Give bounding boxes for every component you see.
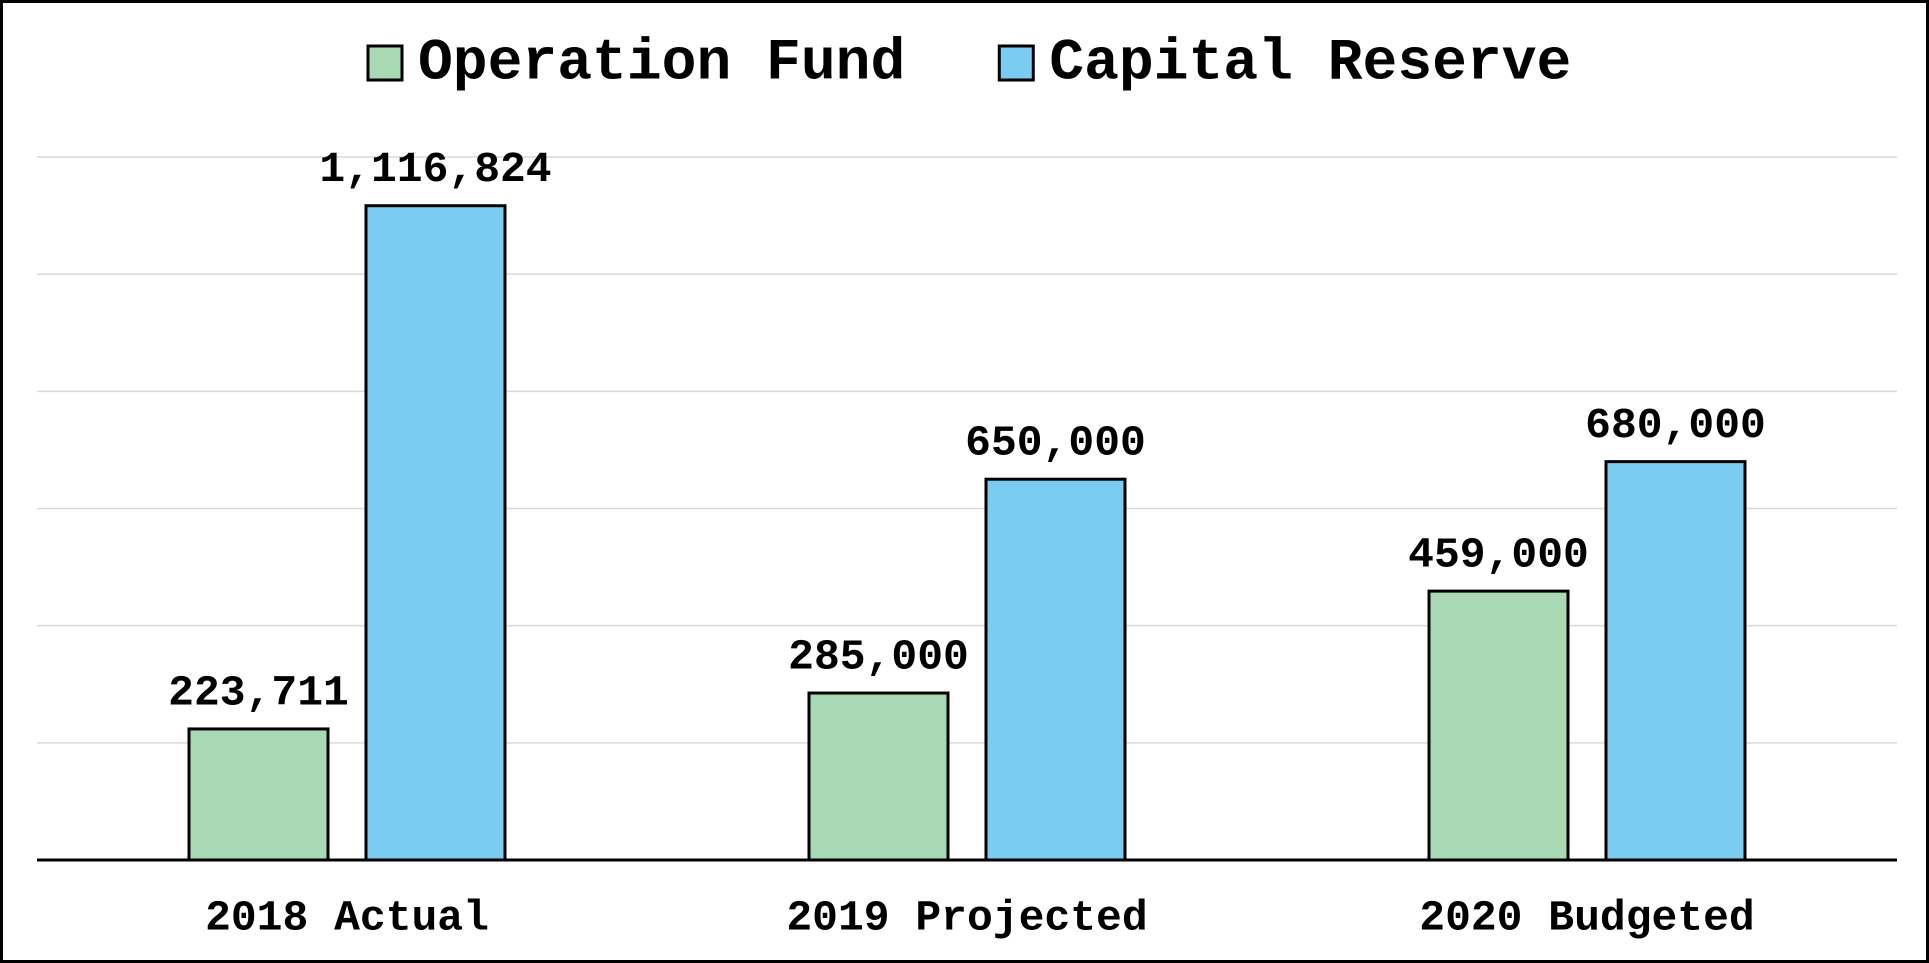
legend-label: Capital Reserve bbox=[1049, 31, 1571, 96]
legend-label: Operation Fund bbox=[418, 31, 905, 96]
x-tick-label: 2020 Budgeted bbox=[1419, 893, 1754, 942]
bar bbox=[364, 204, 507, 862]
bar bbox=[1604, 460, 1747, 862]
data-label: 1,116,824 bbox=[319, 145, 551, 194]
bar bbox=[807, 691, 950, 862]
x-tick-label: 2018 Actual bbox=[205, 893, 489, 942]
legend-swatch bbox=[366, 44, 404, 82]
legend-swatch bbox=[997, 44, 1035, 82]
bar bbox=[187, 727, 330, 862]
bar bbox=[1427, 589, 1570, 862]
bar bbox=[984, 477, 1127, 862]
data-label: 285,000 bbox=[788, 632, 969, 681]
data-label: 223,711 bbox=[168, 668, 349, 717]
data-label: 459,000 bbox=[1408, 530, 1589, 579]
x-tick-label: 2019 Projected bbox=[786, 893, 1147, 942]
data-label: 650,000 bbox=[965, 419, 1146, 468]
data-label: 680,000 bbox=[1585, 401, 1766, 450]
